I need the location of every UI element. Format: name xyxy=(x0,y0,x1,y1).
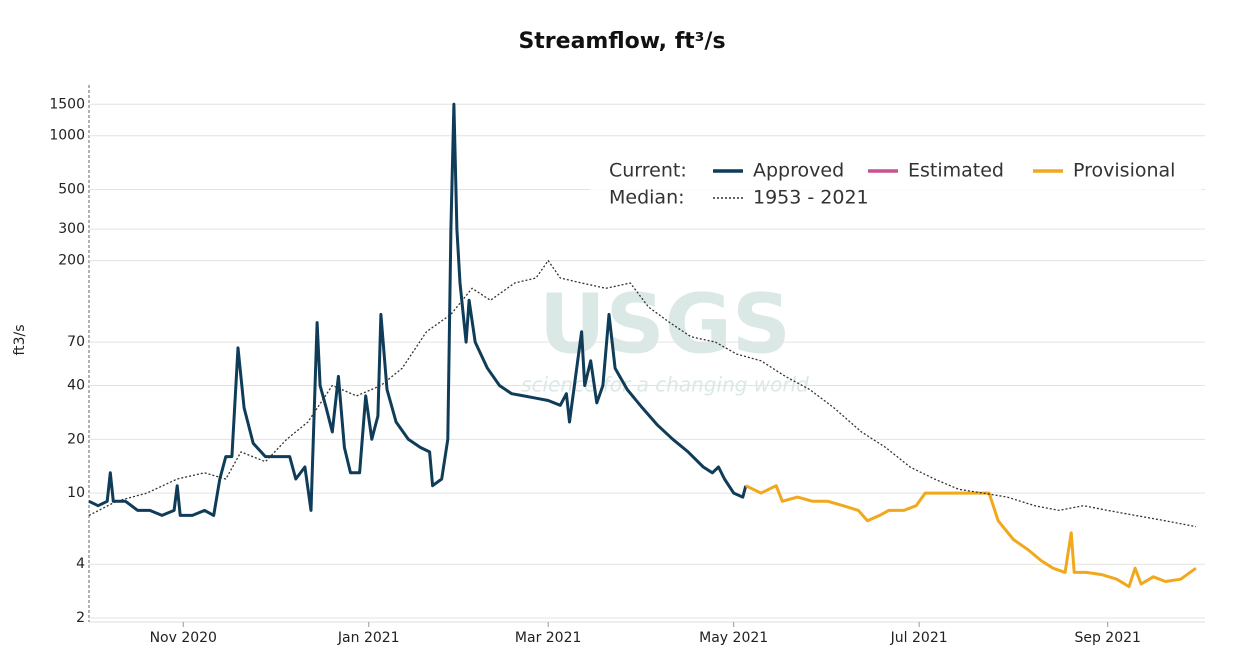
y-tick-label: 200 xyxy=(58,253,85,269)
legend-background xyxy=(590,152,1202,214)
watermark: USGS science for a changing world xyxy=(521,277,809,396)
legend-entry: 1953 - 2021 xyxy=(753,187,869,209)
y-tick-label: 40 xyxy=(67,378,85,394)
series-line xyxy=(88,259,1197,528)
legend-entry: Estimated xyxy=(908,160,1004,182)
legend-entry: Provisional xyxy=(1073,160,1175,182)
legend: Current: Median: Approved Estimated Provisio… xyxy=(590,152,1202,214)
y-tick-label: 2 xyxy=(76,610,85,626)
x-tick-label: Jul 2021 xyxy=(890,630,948,646)
y-tick-label: 4 xyxy=(76,556,85,572)
y-tick-label: 300 xyxy=(58,221,85,237)
series-line xyxy=(745,484,1197,589)
x-tick-label: May 2021 xyxy=(699,630,768,646)
series-line xyxy=(88,102,748,517)
y-tick-label: 1500 xyxy=(49,96,85,112)
watermark-tagline: science for a changing world xyxy=(521,373,809,397)
watermark-logo: USGS xyxy=(539,277,791,372)
x-tick-label: Sep 2021 xyxy=(1074,630,1140,646)
x-tick-label: Jan 2021 xyxy=(337,630,400,646)
x-tick-label: Mar 2021 xyxy=(515,630,582,646)
y-tick-label: 20 xyxy=(67,431,85,447)
legend-current-label: Current: xyxy=(609,160,687,182)
y-tick-label: 10 xyxy=(67,485,85,501)
y-axis-label: ft3/s xyxy=(12,324,28,355)
y-tick-label: 1000 xyxy=(49,128,85,144)
grid xyxy=(89,103,1205,619)
chart-title: Streamflow, ft³/s xyxy=(518,29,725,54)
y-tick-label: 70 xyxy=(67,334,85,350)
legend-median-label: Median: xyxy=(609,187,685,209)
y-tick-label: 500 xyxy=(58,182,85,198)
legend-entry: Approved xyxy=(753,160,844,182)
x-tick-label: Nov 2020 xyxy=(150,630,217,646)
